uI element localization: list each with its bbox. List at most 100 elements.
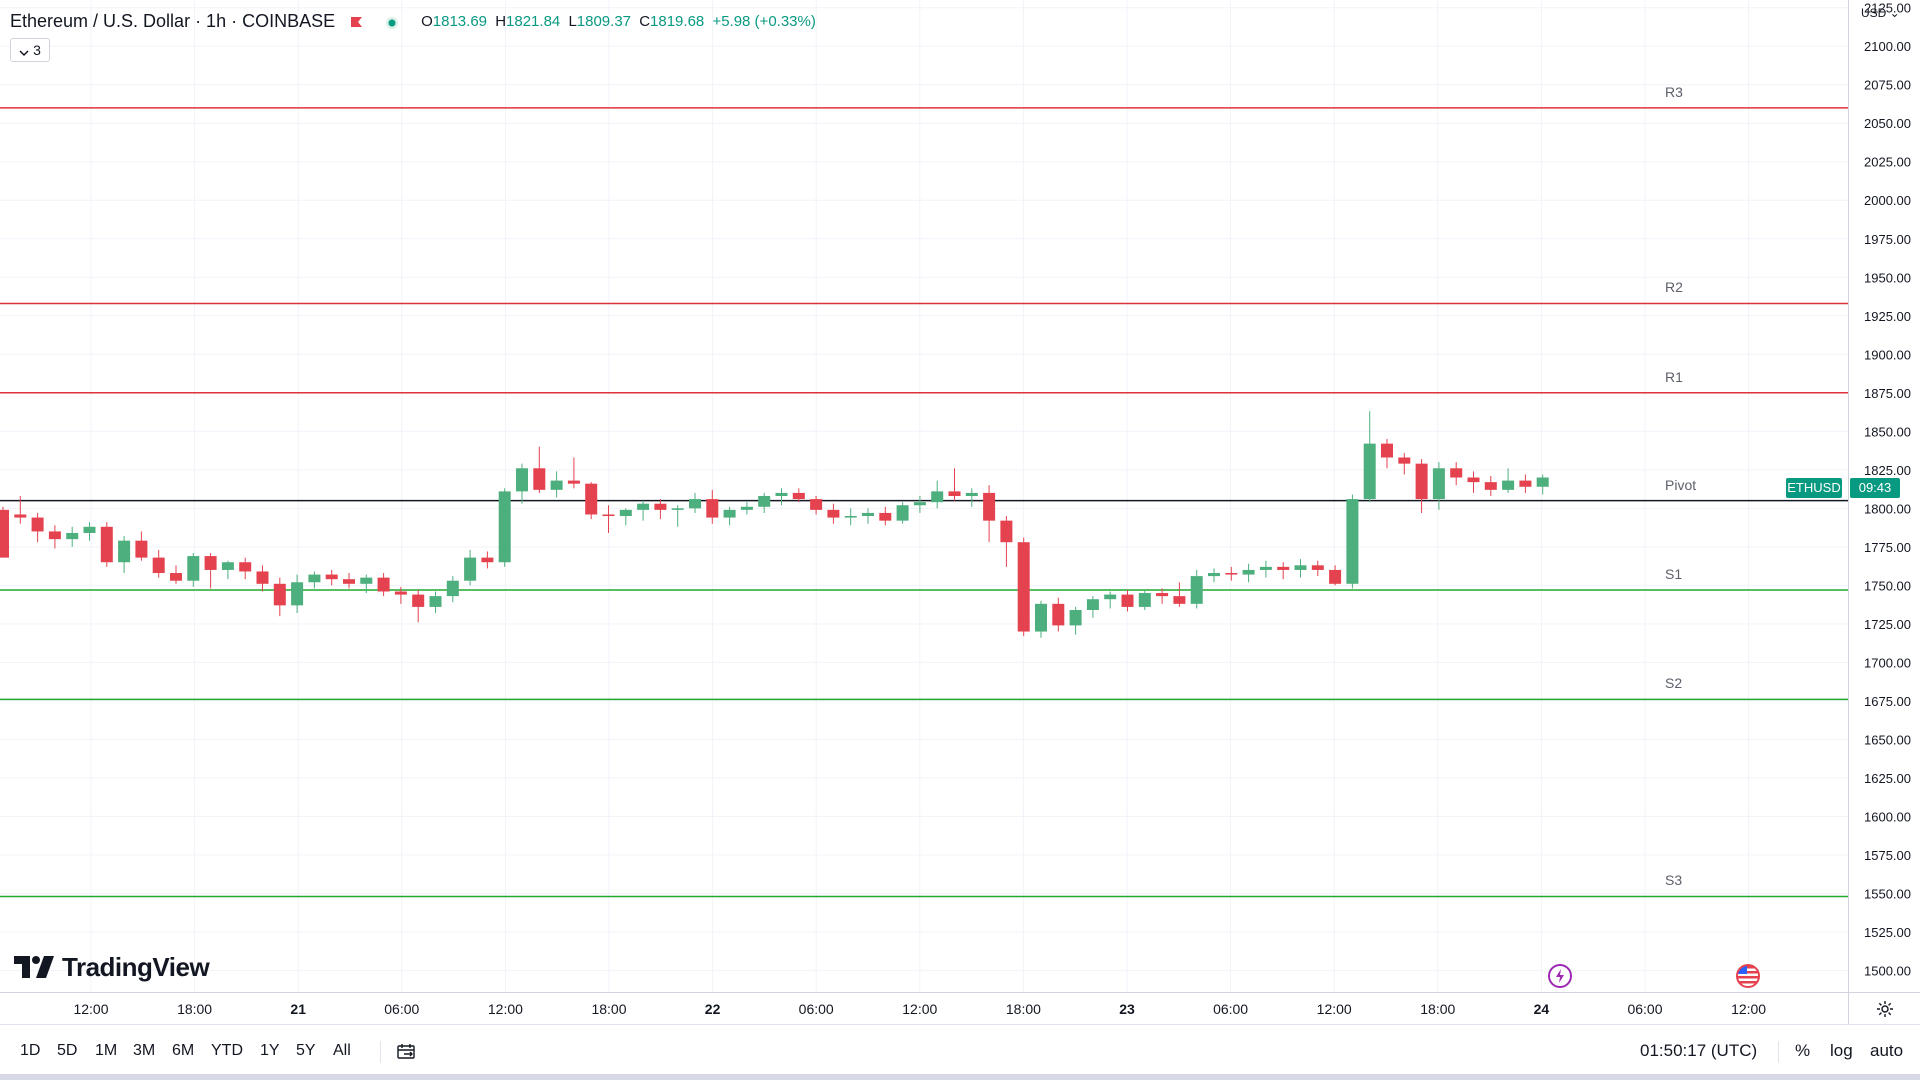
candle-body <box>118 540 131 563</box>
candle <box>1017 537 1030 637</box>
log-scale-toggle[interactable]: log <box>1830 1041 1853 1060</box>
candle-body <box>152 557 165 574</box>
candle <box>221 560 234 580</box>
price-tick-label: 2075.00 <box>1864 78 1911 93</box>
candle <box>1484 475 1497 496</box>
price-tick-label: 2025.00 <box>1864 155 1911 170</box>
candle <box>135 531 148 561</box>
candle <box>827 503 840 524</box>
price-tick-label: 1950.00 <box>1864 270 1911 285</box>
price-tick-label: 1975.00 <box>1864 232 1911 247</box>
candle <box>948 468 961 501</box>
pivot-label-r1: R1 <box>1665 368 1683 385</box>
candle-body <box>170 573 182 581</box>
candle <box>239 557 252 580</box>
candle <box>1000 516 1013 567</box>
ohlc-values: O1813.69 H1821.84 L1809.37 C1819.68 +5.9… <box>421 12 816 30</box>
candle <box>1450 462 1463 486</box>
range-button-3m[interactable]: 3M <box>133 1042 156 1059</box>
range-button-all[interactable]: All <box>333 1042 351 1059</box>
candle <box>291 574 304 614</box>
flag-icon[interactable] <box>349 14 363 28</box>
candle <box>256 565 269 592</box>
toolbar-divider <box>1778 1041 1779 1063</box>
tradingview-logo-text: TradingView <box>62 951 210 982</box>
currency-selector[interactable]: USD ⌄ <box>1861 6 1900 20</box>
candle <box>377 573 390 597</box>
candle <box>792 488 805 503</box>
candle-body <box>1450 468 1463 478</box>
candle <box>1536 474 1549 495</box>
candle <box>758 492 771 513</box>
candle-body <box>516 468 528 492</box>
range-button-1y[interactable]: 1Y <box>260 1042 280 1059</box>
candle-body <box>464 557 477 581</box>
pivot-levels <box>0 107 1848 898</box>
candle-body <box>585 483 598 515</box>
candle <box>1052 597 1065 632</box>
candle-body <box>48 531 61 540</box>
percent-scale-toggle[interactable]: % <box>1795 1041 1811 1060</box>
range-button-5d[interactable]: 5D <box>57 1042 78 1059</box>
candle <box>1138 589 1151 610</box>
price-tick-label: 1850.00 <box>1864 424 1911 439</box>
candle <box>740 502 753 515</box>
clock-time[interactable]: 01:50:17 (UTC) <box>1640 1041 1758 1060</box>
candle-body <box>481 557 494 563</box>
time-tick-label: 06:00 <box>1627 1001 1662 1017</box>
symbol-title[interactable]: Ethereum / U.S. Dollar · 1h · COINBASE <box>10 10 336 31</box>
chart-settings-button[interactable] <box>1848 992 1920 1025</box>
chart-pane[interactable]: Ethereum / U.S. Dollar · 1h · COINBASE O… <box>0 0 1848 992</box>
candle-body <box>1190 576 1203 604</box>
lightning-event-icon[interactable] <box>1547 963 1573 989</box>
candle-body <box>291 582 304 606</box>
price-tick-label: 1525.00 <box>1864 925 1911 940</box>
range-button-6m[interactable]: 6M <box>172 1042 195 1059</box>
candle <box>723 506 736 526</box>
date-range-icon[interactable] <box>396 1043 416 1061</box>
currency-label: USD <box>1861 6 1887 20</box>
price-tick-label: 1725.00 <box>1864 617 1911 632</box>
candle-body <box>792 492 805 500</box>
indicators-toggle-button[interactable]: 3 <box>10 38 50 62</box>
candle <box>187 552 200 587</box>
candle <box>1398 452 1411 475</box>
price-tick-label: 1825.00 <box>1864 463 1911 478</box>
candle-body <box>637 503 650 510</box>
candle-body <box>1519 480 1532 487</box>
candle <box>1208 568 1220 583</box>
candle <box>637 500 650 521</box>
time-tick-label: 18:00 <box>177 1001 212 1017</box>
indicator-count: 3 <box>33 42 41 58</box>
candle <box>516 463 528 504</box>
candle-body <box>135 540 148 558</box>
countdown-price-tag: 09:43 <box>1850 478 1900 498</box>
candle <box>1294 559 1307 578</box>
candlestick-chart[interactable] <box>0 0 1848 992</box>
candle-body <box>1156 593 1169 597</box>
tradingview-logo[interactable]: TradingView <box>14 951 210 982</box>
range-button-1m[interactable]: 1M <box>95 1042 118 1059</box>
candle <box>533 446 546 493</box>
range-button-5y[interactable]: 5Y <box>296 1042 316 1059</box>
pivot-label-r2: R2 <box>1665 279 1683 296</box>
candle <box>360 574 373 594</box>
candle-body <box>1398 457 1411 464</box>
price-tick-label: 1875.00 <box>1864 386 1911 401</box>
candle <box>1069 606 1082 635</box>
candle-body <box>862 512 874 517</box>
candle <box>1415 459 1428 513</box>
candle-body <box>602 514 615 517</box>
time-tick-label: 12:00 <box>1731 1001 1766 1017</box>
auto-scale-toggle[interactable]: auto <box>1870 1041 1904 1060</box>
price-tick-label: 1750.00 <box>1864 578 1911 593</box>
range-button-1d[interactable]: 1D <box>20 1042 41 1059</box>
range-button-ytd[interactable]: YTD <box>211 1042 243 1059</box>
candle-body <box>256 571 269 584</box>
time-tick-label: 22 <box>705 1001 721 1017</box>
bottom-toolbar: 1D 5D 1M 3M 6M YTD 1Y 5Y All 01:50:17 (U… <box>0 1024 1920 1081</box>
us-flag-event-icon[interactable] <box>1735 963 1761 989</box>
candle-body <box>412 594 425 607</box>
open-value: 1813.69 <box>432 12 488 30</box>
time-axis[interactable]: 12:00 18:00 21 06:00 12:00 18:00 22 06:00 12:00 1… <box>0 992 1848 1025</box>
